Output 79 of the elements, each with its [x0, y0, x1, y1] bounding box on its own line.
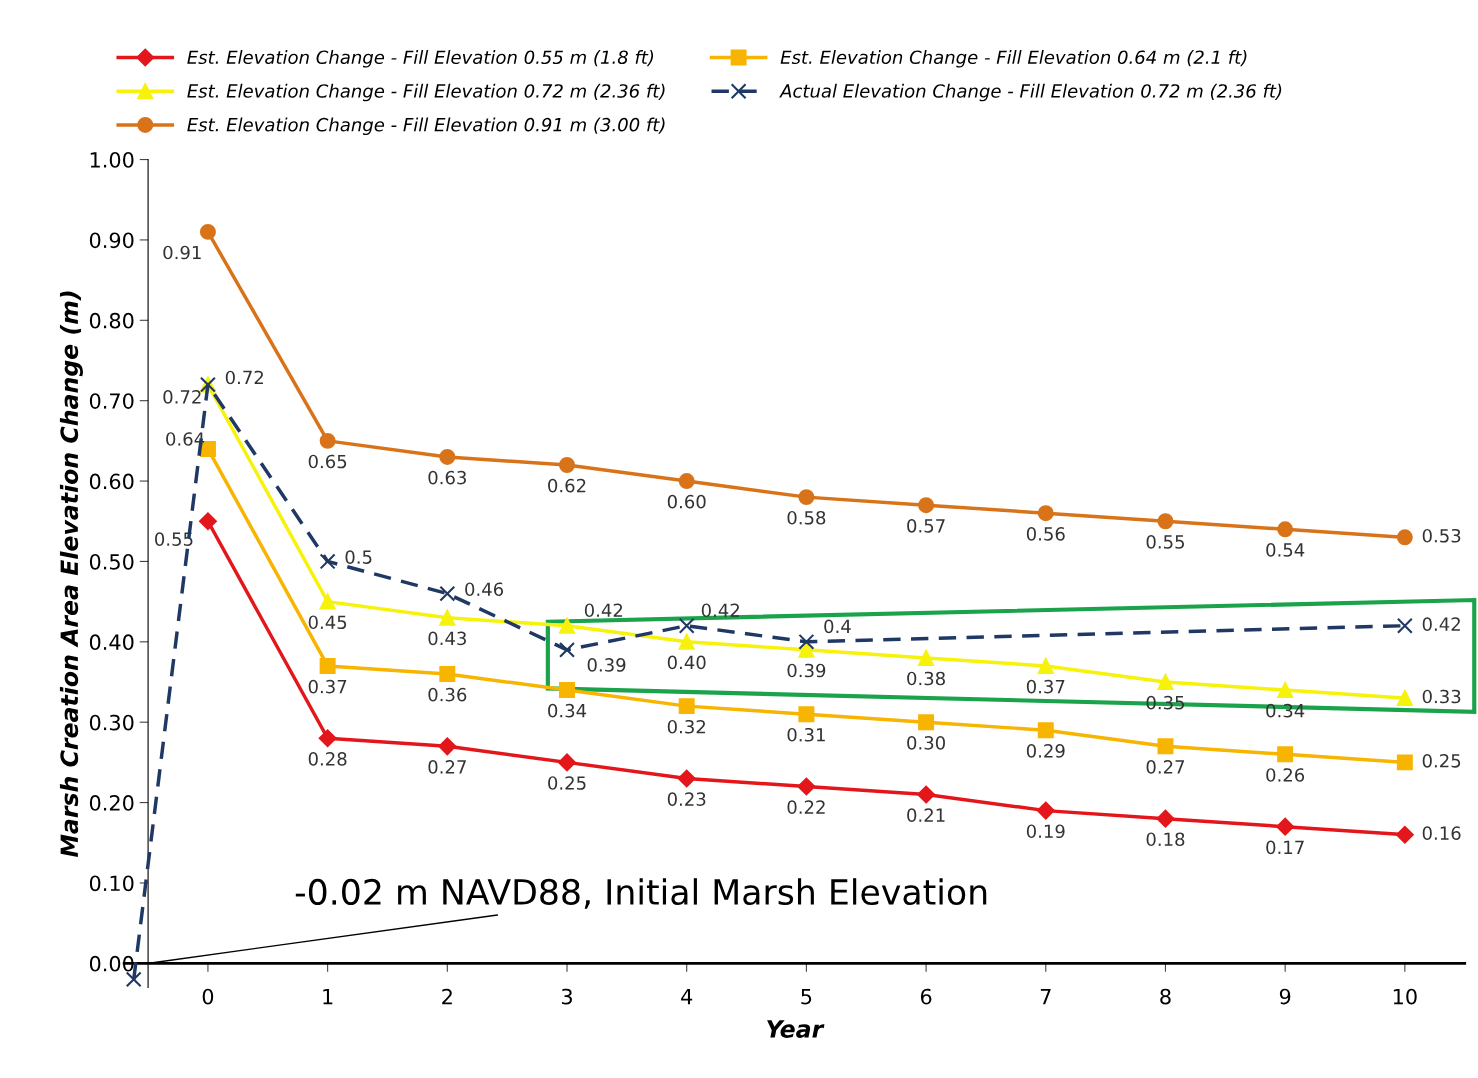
legend-label: Actual Elevation Change - Fill Elevation 0.72 m (2.36 ft) [779, 83, 1282, 102]
y-tick-label: 0.00 [89, 955, 134, 972]
data-label: 0.22 [787, 800, 825, 814]
data-label: 0.91 [163, 245, 201, 260]
data-label: 0.29 [1026, 744, 1065, 758]
y-tick-label: 0.20 [89, 795, 134, 811]
data-label: 0.42 [701, 603, 739, 618]
data-label: 0.46 [465, 582, 504, 597]
x-tick-label: 6 [920, 988, 932, 1005]
y-axis-title: Marsh Creation Area Elevation Change (m) [59, 291, 83, 858]
legend-label: Est. Elevation Change - Fill Elevation 0.72 m (2.36 ft) [187, 83, 665, 102]
data-label: 0.39 [787, 663, 826, 678]
x-tick-label: 8 [1160, 988, 1171, 1005]
x-tick-label: 1 [323, 988, 333, 1005]
data-label: 0.35 [1146, 695, 1184, 710]
data-label: 0.18 [1146, 832, 1185, 847]
data-label: 0.34 [548, 703, 587, 718]
y-tick-label: 0.80 [89, 312, 134, 329]
data-label: 0.19 [1026, 824, 1065, 839]
data-label: 0.37 [1026, 679, 1065, 694]
x-tick-label: 0 [202, 988, 214, 1005]
data-label: 0.42 [1422, 617, 1460, 631]
data-label: 0.65 [308, 454, 347, 469]
data-label: 0.55 [1146, 535, 1184, 549]
data-label: 0.25 [548, 776, 586, 790]
x-tick-label: 7 [1040, 988, 1051, 1005]
data-label: 0.28 [308, 752, 347, 766]
data-label: 0.42 [584, 603, 623, 618]
y-tick-label: 0.30 [89, 714, 134, 731]
y-tick-label: 0.70 [89, 393, 134, 409]
data-label: 0.4 [824, 619, 851, 634]
data-label: 0.60 [667, 494, 706, 509]
data-label: 0.39 [587, 658, 626, 672]
legend-label: Est. Elevation Change - Fill Elevation 0.64 m (2.1 ft) [780, 50, 1247, 68]
data-label: 0.57 [907, 518, 945, 533]
data-label: 0.5 [345, 550, 372, 564]
data-label: 0.72 [225, 370, 263, 385]
data-label: 0.56 [1026, 527, 1065, 541]
data-label: 0.26 [1266, 768, 1305, 782]
data-label: 0.23 [667, 792, 706, 806]
x-tick-label: 3 [561, 988, 572, 1005]
data-label: 0.58 [787, 510, 826, 525]
x-axis-title: Year [767, 1020, 825, 1038]
y-tick-label: 1.00 [90, 152, 134, 168]
data-label: 0.40 [667, 655, 706, 670]
data-label: 0.30 [907, 736, 945, 750]
x-tick-label: 9 [1279, 988, 1291, 1005]
data-label: 0.43 [428, 631, 466, 646]
data-label: 0.16 [1422, 826, 1461, 840]
y-tick-label: 0.90 [89, 232, 134, 249]
data-label: 0.25 [1422, 753, 1461, 768]
data-label: 0.54 [1266, 543, 1305, 557]
data-label: 0.27 [428, 760, 466, 774]
data-label: 0.37 [308, 679, 347, 694]
data-label: 0.72 [163, 390, 201, 404]
data-label: 0.45 [308, 615, 347, 630]
legend-label: Est. Elevation Change - Fill Elevation 0.55 m (1.8 ft) [187, 50, 654, 68]
data-label: 0.27 [1146, 760, 1185, 774]
y-tick-label: 0.50 [89, 553, 134, 570]
data-label: 0.38 [907, 671, 945, 686]
data-label: 0.62 [548, 478, 586, 493]
data-label: 0.21 [907, 808, 945, 822]
data-label: 0.55 [155, 532, 193, 546]
data-label: 0.63 [428, 470, 466, 485]
legend-label: Est. Elevation Change - Fill Elevation 0.91 m (3.00 ft) [187, 117, 665, 136]
x-tick-label: 2 [442, 988, 452, 1005]
data-label: 0.36 [428, 687, 467, 702]
data-label: 0.53 [1422, 528, 1461, 543]
x-tick-label: 5 [801, 988, 812, 1005]
y-tick-label: 0.10 [89, 875, 134, 892]
x-tick-label: 10 [1393, 988, 1417, 1005]
x-tick-label: 4 [681, 988, 693, 1005]
data-label: 0.32 [667, 719, 705, 734]
y-tick-label: 0.60 [89, 473, 134, 490]
data-label: 0.17 [1266, 840, 1304, 855]
y-tick-label: 0.40 [89, 634, 134, 651]
data-label: 0.33 [1422, 689, 1461, 704]
data-label: 0.31 [787, 727, 825, 742]
annotation: -0.02 m NAVD88, Initial Marsh Elevation [295, 878, 987, 909]
